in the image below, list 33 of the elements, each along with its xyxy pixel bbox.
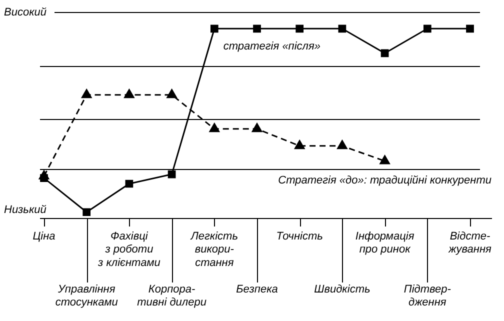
point: [380, 49, 389, 58]
ref-line-label: Високий: [4, 6, 47, 19]
x-tick-label: Точність: [276, 230, 324, 242]
x-tick-label: Підтвер- дження: [404, 283, 452, 308]
point: [294, 140, 305, 150]
series-label: Стратегія «до»: традиційні конкуренти: [278, 174, 492, 187]
point: [125, 180, 134, 188]
point: [124, 89, 134, 98]
x-tick-label: Фахівці з роботи з клієнтами: [97, 230, 160, 269]
x-tick-label: Управління стосунками: [55, 283, 118, 308]
point: [82, 89, 92, 98]
point: [338, 24, 346, 33]
point: [168, 170, 176, 178]
point: [209, 123, 220, 132]
point: [210, 24, 218, 33]
point: [166, 89, 177, 98]
point: [337, 140, 348, 150]
x-tick-label: Безпека: [236, 283, 278, 296]
x-tick-label: Ціна: [32, 230, 56, 242]
x-tick-label: Корпора- тивні дилери: [137, 283, 206, 308]
x-tick-label: Швидкість: [314, 283, 370, 296]
x-tick-label: Легкість викори- стання: [190, 230, 238, 269]
point: [253, 24, 261, 33]
point: [466, 24, 474, 33]
x-tick-label: Інформація про ринок: [355, 230, 414, 256]
point: [380, 155, 390, 164]
x-tick-label: Відсте- жування: [448, 230, 492, 256]
point: [296, 24, 304, 33]
point: [252, 123, 262, 132]
point: [82, 208, 91, 216]
series-label: стратегія «після»: [223, 40, 320, 53]
point: [423, 24, 432, 33]
annotation: Низький: [4, 204, 46, 216]
